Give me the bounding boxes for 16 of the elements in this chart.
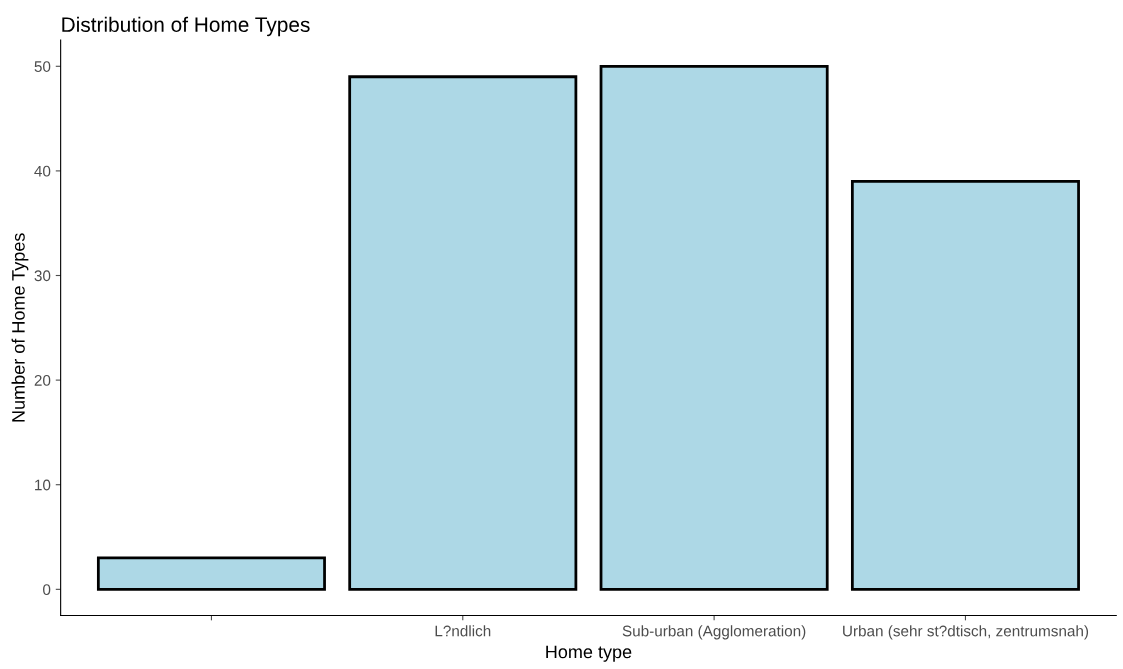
bar: [850, 179, 1080, 591]
x-tick-label: Urban (sehr st?dtisch, zentrumsnah): [843, 625, 1089, 640]
x-axis-title: Home type: [546, 645, 632, 662]
y-tick-label: 20: [34, 374, 51, 386]
bar: [96, 556, 326, 591]
bar: [599, 64, 829, 591]
x-tick-label: L?ndlich: [435, 625, 491, 637]
y-tick-label: 50: [34, 61, 51, 72]
y-tick-label: 10: [35, 479, 51, 491]
y-tick-label: 30: [34, 270, 51, 282]
y-axis-title: Number of Home Types: [11, 233, 29, 422]
bar: [348, 75, 578, 591]
chart-title: Distribution of Home Types: [62, 16, 310, 37]
y-tick-label: 40: [34, 165, 51, 177]
y-tick-label: 0: [43, 584, 51, 596]
x-tick-label: Sub-urban (Agglomeration): [622, 625, 806, 640]
